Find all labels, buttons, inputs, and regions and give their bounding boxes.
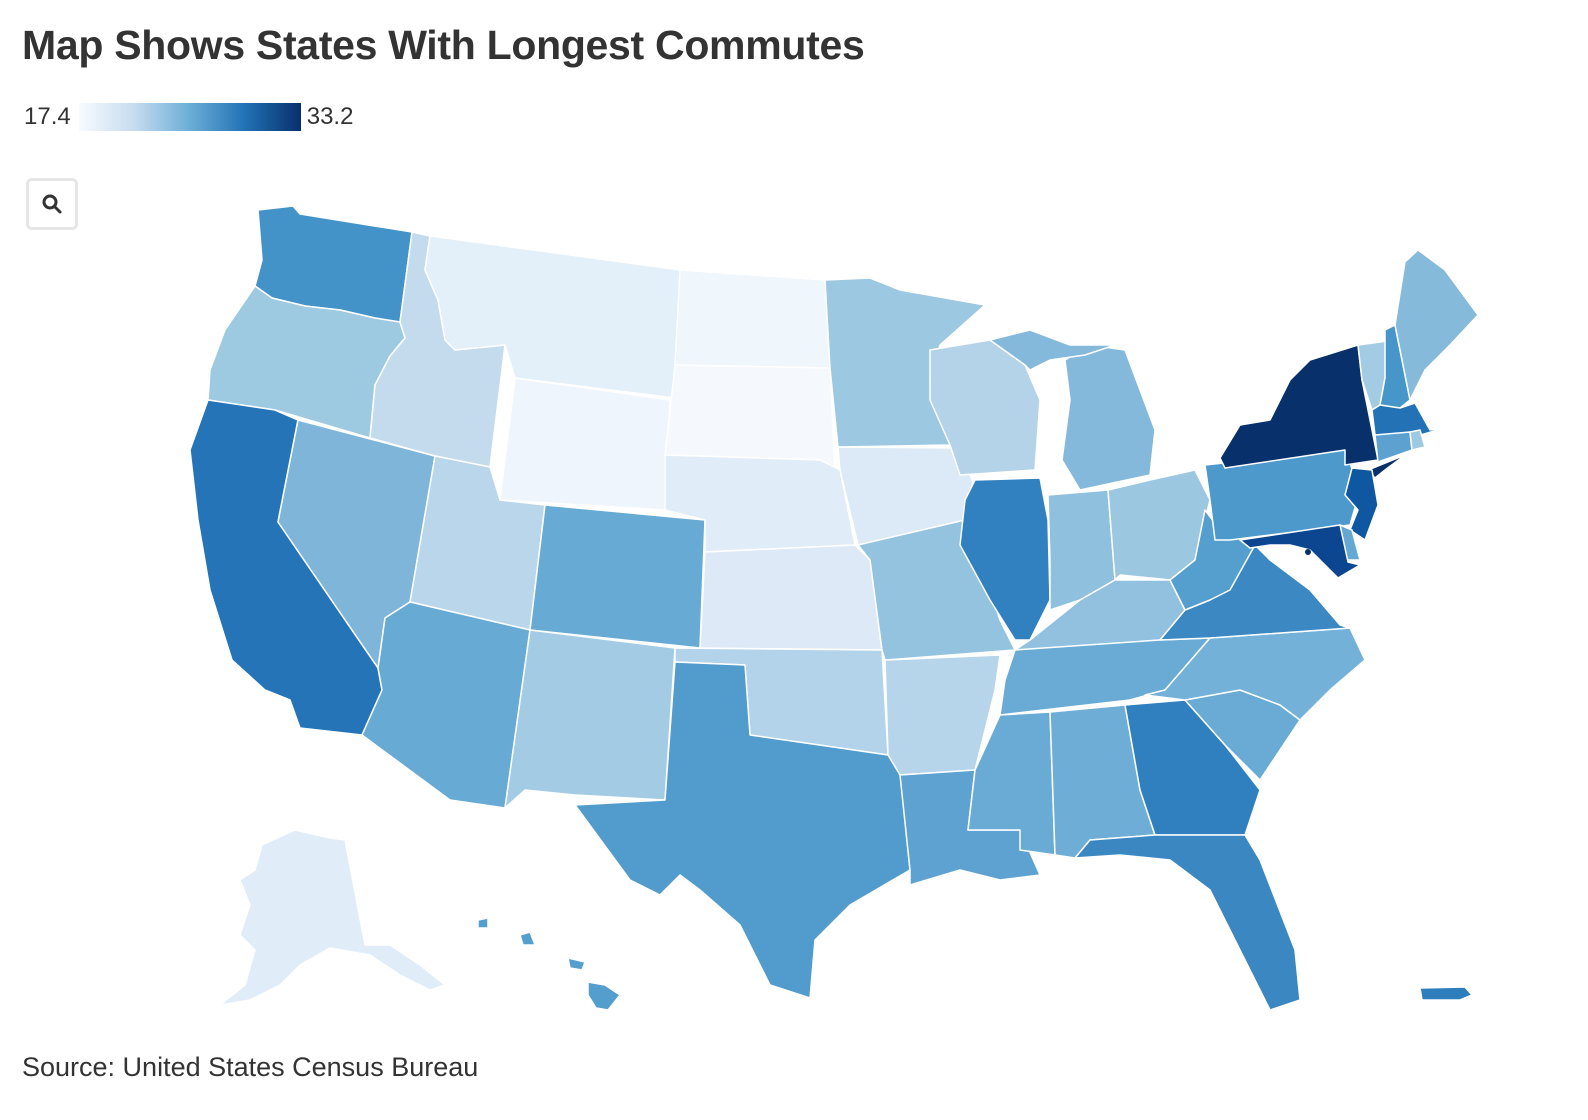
state-michigan-upper[interactable] <box>989 329 1116 371</box>
state-hawaii-kauai[interactable] <box>477 917 489 929</box>
state-south-dakota[interactable] <box>664 364 836 471</box>
state-texas[interactable] <box>574 661 911 999</box>
state-new-york[interactable] <box>1219 344 1379 469</box>
state-wyoming[interactable] <box>499 377 671 511</box>
state-new-mexico[interactable] <box>504 629 676 809</box>
source-caption: Source: United States Census Bureau <box>22 1052 479 1082</box>
state-district-of-columbia[interactable] <box>1305 549 1311 555</box>
state-hawaii-oahu[interactable] <box>519 931 536 946</box>
state-rhode-island[interactable] <box>1409 429 1426 451</box>
search-icon <box>42 194 62 214</box>
state-alaska[interactable] <box>219 829 446 1006</box>
legend-gradient-bar <box>78 103 301 131</box>
state-hawaii-maui[interactable] <box>567 957 586 971</box>
legend-min-label: 17.4 <box>24 103 71 130</box>
state-maryland[interactable] <box>1239 524 1361 579</box>
color-legend: 17.4 33.2 <box>24 102 353 132</box>
page-title: Map Shows States With Longest Commutes <box>22 22 865 68</box>
state-colorado[interactable] <box>529 504 706 649</box>
state-north-dakota[interactable] <box>674 269 831 369</box>
legend-max-label: 33.2 <box>306 103 354 130</box>
territory-puerto-rico[interactable] <box>1419 986 1473 1001</box>
state-maine[interactable] <box>1394 249 1479 401</box>
zoom-button[interactable] <box>26 178 78 230</box>
state-arizona[interactable] <box>361 601 531 809</box>
state-illinois[interactable] <box>959 477 1051 641</box>
state-new-jersey[interactable] <box>1344 467 1379 541</box>
state-connecticut[interactable] <box>1374 431 1413 463</box>
state-kansas[interactable] <box>699 544 883 651</box>
state-florida[interactable] <box>1074 834 1301 1011</box>
state-michigan[interactable] <box>1061 344 1156 491</box>
state-hawaii[interactable] <box>587 981 621 1011</box>
